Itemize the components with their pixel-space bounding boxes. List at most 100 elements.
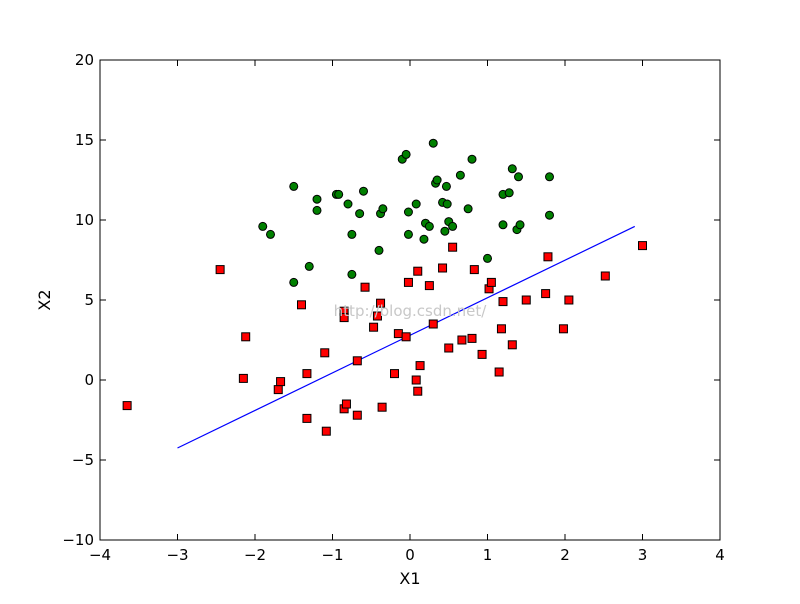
x-tick-label: −3 [166,546,188,564]
square-point [297,300,306,310]
x-tick-label: −4 [89,546,111,564]
watermark-text: http://blog.csdn.net/ [334,302,488,320]
square-point [369,322,379,332]
circle-point [378,204,388,214]
x-tick-label: 2 [560,546,570,564]
circle-point [504,188,514,198]
square-point [494,367,504,377]
circle-point [514,172,523,182]
square-point [352,410,362,420]
square-point [302,413,312,423]
x-tick-label: 0 [405,546,415,564]
square-point [390,369,399,379]
y-tick-label: 10 [75,211,94,229]
circle-point [347,269,357,279]
square-point [496,324,506,334]
y-tick-label: −5 [72,451,94,469]
circle-point [355,209,365,219]
circle-point [401,149,411,159]
circle-point [403,229,413,239]
square-point [241,332,251,342]
chart-marks [122,138,647,449]
circle-point [403,207,413,217]
square-point [352,356,362,366]
circle-point [424,221,434,231]
square-point [376,298,386,308]
y-tick-label: 20 [75,51,94,69]
square-point [424,281,434,291]
x-axis-title: X1 [399,569,420,588]
circle-point [289,181,299,191]
x-tick-label: 4 [715,546,725,564]
circle-point [304,261,314,271]
square-point [469,265,479,275]
square-point [411,375,421,385]
x-tick-label: −1 [321,546,343,564]
square-point [413,266,423,276]
square-point [448,242,458,252]
square-point [444,343,454,353]
square-point [276,377,286,387]
square-point [360,282,370,292]
circle-point [289,277,299,287]
square-point [302,369,312,379]
square-point [521,295,531,305]
y-tick-label: 0 [84,371,94,389]
circle-point [347,229,357,239]
square-point [498,297,508,307]
square-point [507,340,517,350]
square-point [467,333,477,343]
square-point [372,311,382,321]
circle-point [334,189,344,199]
circle-point [467,154,477,164]
circle-point [545,210,554,220]
square-point [341,399,351,409]
circle-point [343,199,353,209]
circle-point [440,226,450,236]
square-point [413,386,423,396]
circle-point [359,186,368,196]
circle-point [545,172,554,182]
square-point [638,241,647,251]
circle-point [507,164,517,174]
square-point [477,349,487,359]
circle-point [432,175,442,185]
y-tick-label: 15 [75,131,94,149]
x-tick-label: 3 [638,546,648,564]
square-point [541,289,551,299]
square-point [401,332,411,342]
square-point [558,324,568,334]
square-point [486,277,496,287]
square-point [438,263,448,273]
x-tick-label: 1 [483,546,493,564]
square-point [215,265,225,275]
y-tick-label: −10 [62,531,94,549]
plot-background [100,60,720,540]
circle-point [419,234,429,244]
circle-point [266,229,275,239]
square-point [393,329,403,339]
square-point [403,277,413,287]
square-point [273,385,283,395]
circle-point [258,221,268,231]
square-point [122,401,132,411]
square-point [457,335,467,345]
square-point [415,361,425,371]
circle-point [312,194,322,204]
circle-point [411,199,421,209]
square-point [543,252,553,262]
x-tick-label: −2 [244,546,266,564]
circle-point [455,170,465,180]
square-point [564,295,574,305]
square-point [600,271,610,281]
y-tick-label: 5 [84,291,94,309]
circle-point [448,221,458,231]
square-point [320,348,330,358]
circle-point [374,245,384,255]
circle-point [498,220,508,230]
circle-point [441,181,451,191]
square-point [377,402,387,412]
square-point [238,373,248,383]
